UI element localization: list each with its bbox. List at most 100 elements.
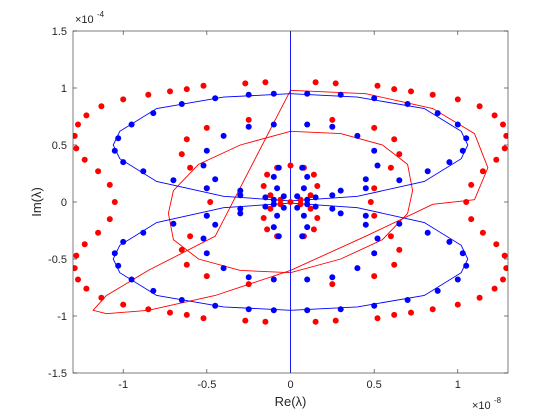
data-point: [404, 297, 411, 303]
data-point: [287, 162, 294, 169]
data-point: [391, 136, 398, 143]
data-point: [187, 164, 194, 171]
data-point: [391, 86, 398, 93]
data-point: [115, 262, 122, 269]
data-point: [304, 90, 311, 97]
data-point: [73, 252, 80, 259]
data-point: [294, 204, 301, 211]
data-point: [75, 276, 81, 283]
data-point: [167, 88, 173, 95]
data-point: [329, 116, 336, 123]
data-point: [167, 309, 173, 316]
y-exponent-power: -4: [97, 10, 105, 19]
y-tick-label: 0: [61, 197, 67, 209]
data-point: [304, 121, 311, 128]
x-exponent-power: -8: [494, 396, 502, 405]
data-point: [245, 91, 252, 98]
data-point: [329, 123, 336, 130]
data-point: [304, 224, 311, 231]
data-point: [207, 199, 214, 205]
data-point: [329, 274, 336, 281]
data-point: [479, 168, 486, 175]
data-point: [424, 168, 431, 175]
data-point: [362, 176, 369, 183]
data-point: [493, 156, 500, 163]
data-point: [468, 181, 475, 188]
data-point: [501, 252, 508, 259]
data-point: [150, 287, 157, 294]
y-tick-label: 0.5: [52, 140, 67, 152]
data-point: [245, 274, 252, 281]
data-point: [270, 121, 277, 128]
axis-ticks: -1 -0.5 0 0.5 1 -1.5 -1 -0.5 0 0.5 1 1.5: [48, 26, 508, 391]
data-point: [371, 185, 378, 192]
y-exponent-base: ×10: [75, 14, 94, 26]
data-point: [111, 250, 118, 257]
data-point: [391, 261, 398, 268]
x-axis-label: Re(λ): [275, 394, 307, 409]
data-point: [81, 156, 88, 163]
y-exponent: ×10 -4: [75, 10, 105, 26]
data-point: [203, 250, 210, 257]
data-point: [371, 273, 378, 280]
data-point: [374, 82, 381, 89]
data-point: [145, 306, 152, 313]
data-point: [178, 101, 185, 107]
data-point: [314, 215, 321, 221]
data-point: [270, 196, 277, 203]
data-point: [446, 238, 453, 245]
data-point: [95, 168, 102, 175]
data-point: [260, 183, 267, 189]
y-tick-label: -1: [57, 311, 67, 323]
y-tick-label: 1: [61, 83, 67, 95]
data-point: [371, 212, 378, 219]
data-point: [362, 221, 369, 228]
data-point: [270, 201, 277, 208]
data-point: [237, 205, 244, 212]
data-point: [329, 192, 336, 199]
data-point: [354, 265, 361, 272]
data-point: [120, 238, 127, 245]
data-point: [264, 171, 271, 178]
data-point: [183, 311, 190, 318]
data-point: [237, 210, 244, 217]
x-exponent-base: ×10: [472, 400, 491, 412]
data-point: [332, 80, 339, 87]
data-point: [329, 205, 336, 212]
data-point: [459, 250, 466, 257]
data-point: [237, 187, 244, 194]
data-point: [337, 187, 344, 194]
data-point: [424, 229, 431, 236]
data-point: [200, 82, 207, 89]
data-point: [83, 112, 90, 119]
data-point: [220, 265, 227, 272]
data-point: [371, 250, 378, 257]
data-point: [150, 110, 157, 117]
data-point: [128, 276, 135, 283]
data-point: [115, 135, 122, 142]
data-point: [396, 246, 403, 253]
data-point: [408, 309, 414, 316]
data-point: [178, 151, 185, 158]
data-point: [371, 95, 378, 102]
data-point: [371, 124, 378, 131]
data-point: [307, 192, 314, 199]
data-point: [491, 285, 498, 292]
x-tick-label: -0.5: [197, 379, 216, 391]
data-point: [304, 307, 311, 314]
data-point: [270, 276, 277, 283]
data-point: [274, 212, 281, 219]
data-point: [491, 112, 498, 119]
data-point: [434, 110, 441, 117]
data-point: [454, 301, 461, 308]
data-point: [280, 204, 287, 211]
data-point: [242, 317, 249, 324]
data-point: [310, 226, 317, 233]
data-point: [267, 192, 274, 199]
data-point: [170, 220, 177, 227]
data-point: [170, 177, 177, 184]
data-point: [203, 147, 210, 154]
data-point: [503, 132, 508, 139]
data-point: [183, 136, 190, 143]
